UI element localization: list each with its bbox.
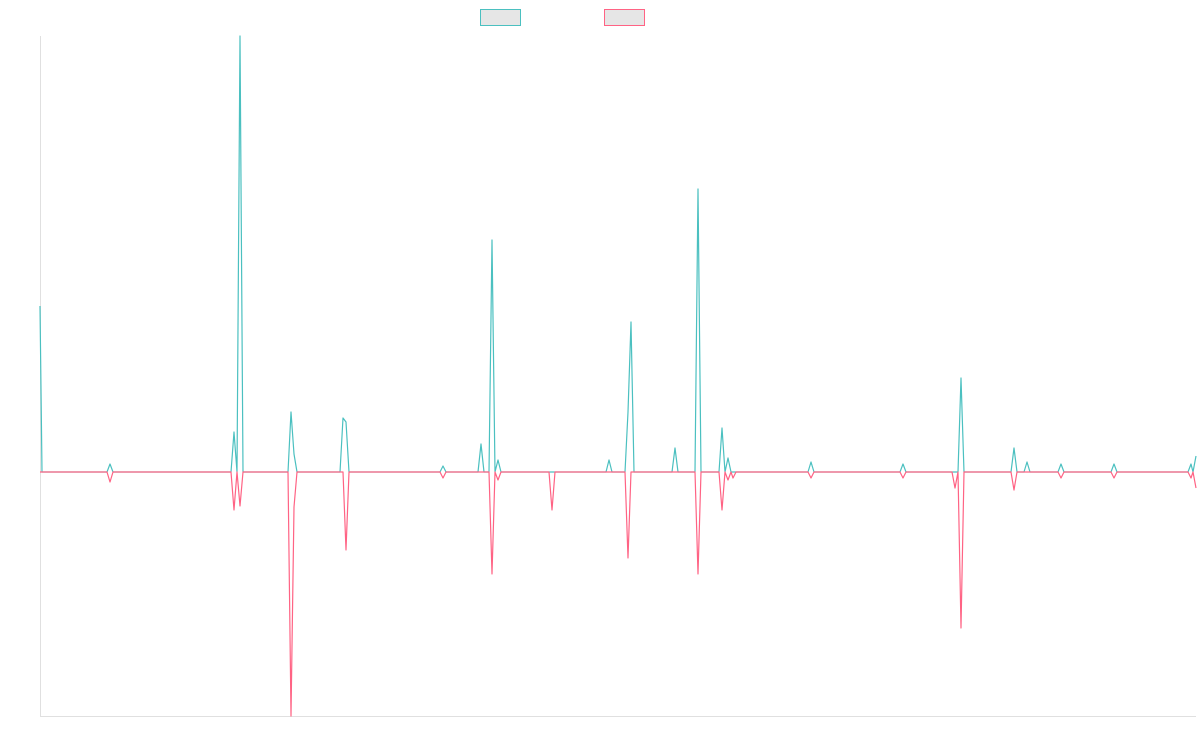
series-line: [40, 471, 1197, 717]
legend-swatch[interactable]: [604, 9, 645, 26]
plot-area: [39, 35, 1197, 717]
legend-swatch[interactable]: [480, 9, 521, 26]
legend: [480, 9, 645, 26]
series-line: [39, 35, 1197, 473]
